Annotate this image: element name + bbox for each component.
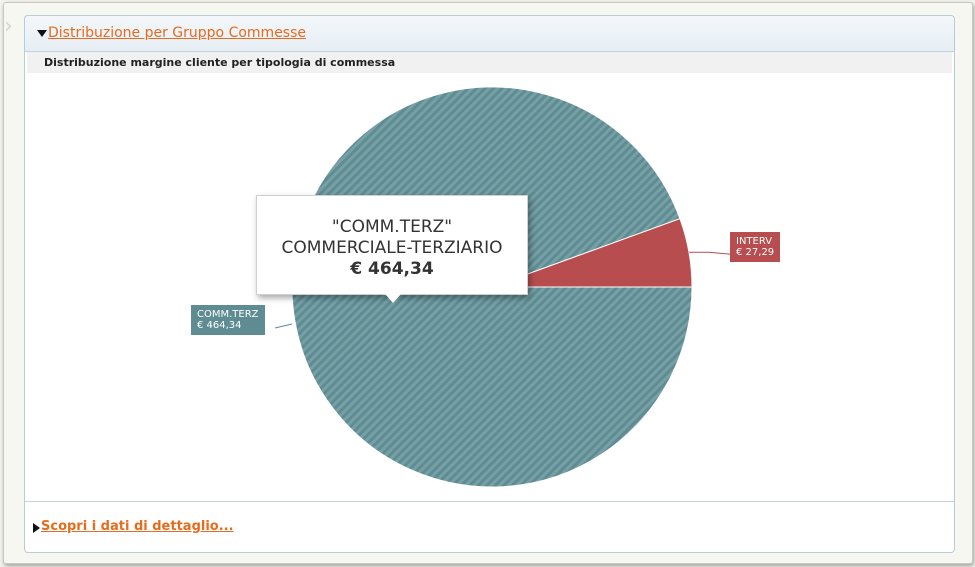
expand-triangle-icon[interactable] — [37, 30, 47, 37]
pie-slice-comm-terz[interactable] — [291, 86, 693, 488]
slice-label-code: COMM.TERZ — [197, 309, 259, 320]
pie-chart — [274, 86, 732, 488]
chart-panel: Distribuzione per Gruppo Commesse Distri… — [24, 15, 955, 553]
tooltip-name: COMMERCIALE-TERZIARIO — [281, 238, 503, 258]
window-frame: › Distribuzione per Gruppo Commesse Dist… — [3, 2, 973, 564]
chart-title: Distribuzione margine cliente per tipolo… — [44, 56, 396, 69]
slice-label-value: € 464,34 — [197, 320, 242, 331]
slice-label-code: INTERV — [736, 236, 773, 247]
tooltip-value: € 464,34 — [350, 259, 434, 279]
slice-label-comm-terz: COMM.TERZ € 464,34 — [191, 305, 265, 335]
detail-link[interactable]: Scopri i dati di dettaglio... — [41, 519, 234, 534]
tooltip-arrow-icon — [385, 294, 401, 303]
panel-header[interactable]: Distribuzione per Gruppo Commesse — [25, 16, 954, 52]
tooltip-code: "COMM.TERZ" — [331, 217, 453, 237]
panel-title-link[interactable]: Distribuzione per Gruppo Commesse — [48, 25, 307, 41]
slice-label-value: € 27,29 — [736, 247, 775, 258]
chart-title-bar: Distribuzione margine cliente per tipolo… — [27, 52, 952, 73]
slice-label-interv: INTERV € 27,29 — [730, 232, 781, 262]
collapsed-triangle-icon[interactable] — [33, 523, 40, 533]
slice-tooltip: "COMM.TERZ" COMMERCIALE-TERZIARIO € 464,… — [256, 195, 528, 303]
collapse-handle-icon[interactable]: › — [4, 14, 13, 39]
panel-divider — [25, 501, 954, 502]
pie-slice-interv[interactable] — [491, 218, 693, 288]
connector-interv — [688, 251, 732, 255]
connector-comm-terz — [274, 323, 293, 329]
